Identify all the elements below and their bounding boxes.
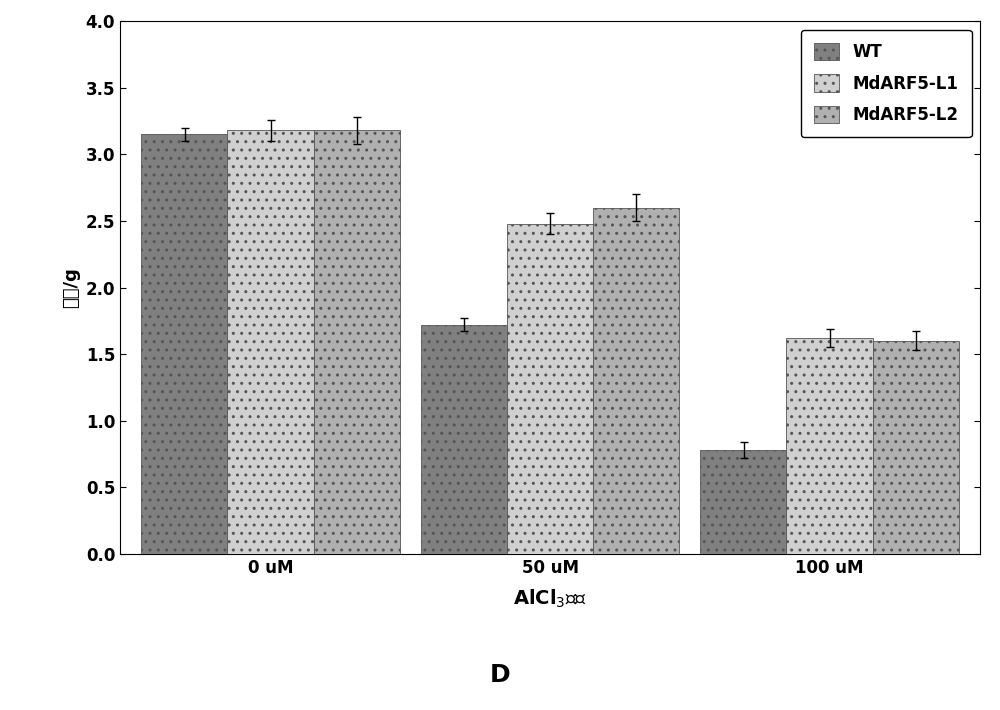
Bar xyxy=(421,325,507,554)
Bar xyxy=(227,131,314,554)
Legend: WT, MdARF5-L1, MdARF5-L2: WT, MdARF5-L1, MdARF5-L2 xyxy=(801,30,972,138)
Y-axis label: 鲜重/g: 鲜重/g xyxy=(62,267,80,308)
Text: D: D xyxy=(490,662,510,687)
Bar xyxy=(593,207,679,554)
Bar xyxy=(507,224,593,554)
Bar xyxy=(314,131,400,554)
Bar xyxy=(700,450,786,554)
X-axis label: AlCl$_3$浓度: AlCl$_3$浓度 xyxy=(513,588,587,610)
Bar xyxy=(786,338,872,554)
Bar xyxy=(142,134,227,554)
Bar xyxy=(872,341,958,554)
